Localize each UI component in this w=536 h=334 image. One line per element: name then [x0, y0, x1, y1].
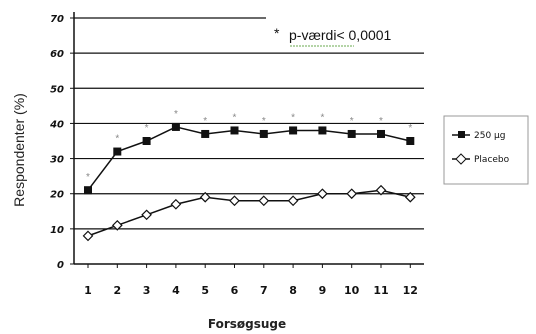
series-1-point-2 [111, 219, 123, 231]
series-line-1 [87, 189, 411, 237]
significance-marker-week-10: * [350, 116, 354, 127]
series-1-point-9 [317, 188, 328, 200]
x-tick-label-2: 2 [113, 284, 121, 297]
series-1-point-10 [346, 188, 358, 200]
y-tick-label-70: 70 [50, 14, 64, 25]
x-axis-title: Forsøgsuge [208, 317, 286, 331]
x-tick-label-1: 1 [84, 284, 92, 297]
significance-marker-week-4: * [174, 109, 178, 120]
legend-marker-placebo [455, 153, 467, 165]
annotation-box [266, 16, 436, 50]
series-layer [82, 122, 416, 242]
legend-marker-250 [458, 131, 465, 138]
y-tick-label-10: 10 [50, 225, 64, 236]
significance-markers: * * * * * * * * * * * * [86, 109, 412, 183]
y-tick-label-60: 60 [50, 49, 64, 60]
x-tick-label-6: 6 [231, 284, 239, 297]
series-1-point-8 [287, 195, 299, 207]
series-1-point-3 [141, 209, 152, 221]
y-tick-label-20: 20 [50, 190, 64, 201]
x-tick-label-9: 9 [319, 284, 327, 297]
series-0-point-2 [113, 147, 122, 156]
series-0-point-3 [142, 137, 151, 145]
y-tick-label-30: 30 [50, 155, 64, 166]
series-0-point-5 [201, 129, 210, 138]
y-tick-label-40: 40 [49, 119, 64, 130]
series-0-point-11 [377, 129, 385, 138]
significance-marker-week-9: * [320, 112, 324, 123]
axes [70, 12, 424, 268]
x-tick-label-11: 11 [373, 284, 388, 297]
significance-marker-week-11: * [379, 116, 383, 127]
series-1-point-12 [404, 191, 416, 203]
annotation-text: p-værdi< 0,0001 [289, 27, 392, 43]
y-tick-labels: 0 10 20 30 40 50 60 70 [49, 14, 64, 271]
y-tick-label-0: 0 [57, 260, 64, 271]
significance-marker-week-5: * [203, 116, 207, 127]
series-1-point-11 [375, 184, 387, 196]
series-1-point-1 [82, 230, 94, 242]
gridlines [74, 17, 424, 230]
series-0-point-1 [84, 186, 92, 195]
significance-marker-week-6: * [233, 112, 237, 123]
x-tick-label-7: 7 [260, 284, 268, 297]
x-tick-label-10: 10 [344, 284, 360, 297]
x-tick-labels: 1 2 3 4 5 6 7 8 9 10 11 12 [84, 284, 418, 297]
y-tick-label-50: 50 [50, 84, 64, 95]
series-1-point-4 [170, 198, 182, 210]
significance-marker-week-1: * [86, 172, 90, 183]
significance-marker-week-3: * [145, 123, 149, 134]
legend: 250 µg Placebo [443, 115, 529, 185]
series-0-point-12 [406, 137, 415, 145]
legend-label-placebo: Placebo [474, 155, 510, 165]
x-tick-label-5: 5 [201, 284, 209, 297]
series-0-point-7 [259, 129, 268, 138]
series-0-point-8 [289, 126, 298, 135]
series-1-point-7 [258, 195, 270, 207]
legend-label-250: 250 µg [474, 131, 505, 141]
series-1-point-6 [229, 195, 240, 207]
x-tick-label-12: 12 [403, 284, 418, 297]
significance-marker-week-8: * [291, 112, 295, 123]
series-0-point-6 [230, 126, 239, 135]
series-0-point-4 [171, 122, 180, 131]
series-0-point-9 [318, 126, 327, 135]
series-1-point-5 [199, 191, 211, 203]
y-axis-title: Respondenter (%) [11, 93, 27, 207]
series-0-point-10 [347, 129, 356, 138]
x-tick-label-3: 3 [143, 284, 151, 297]
legend-box [443, 115, 529, 185]
significance-marker-week-7: * [262, 116, 266, 127]
series-line-0 [87, 126, 411, 191]
x-tick-label-4: 4 [172, 284, 180, 297]
annotation-asterisk: * [274, 25, 280, 41]
significance-marker-week-2: * [115, 134, 119, 145]
x-tick-label-8: 8 [289, 284, 297, 297]
significance-marker-week-12: * [408, 123, 412, 134]
